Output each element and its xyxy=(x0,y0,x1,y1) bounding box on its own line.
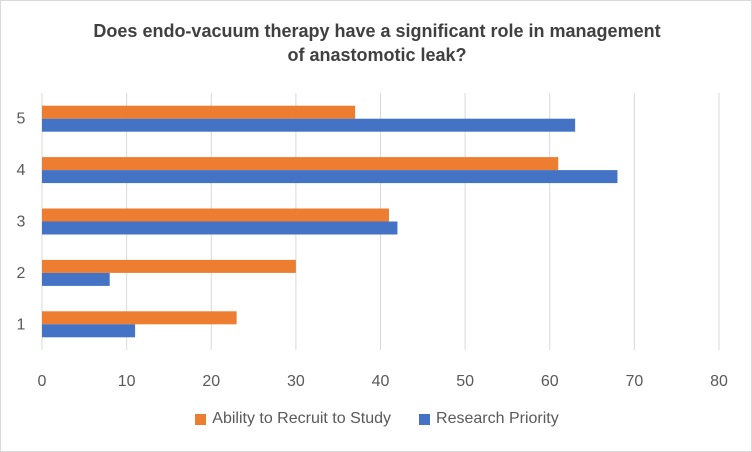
x-tick-label-50: 50 xyxy=(456,373,474,390)
legend: Ability to Recruit to Study Research Pri… xyxy=(1,410,752,428)
y-tick-label-5: 5 xyxy=(17,111,26,128)
chart-title-line-1: Does endo-vacuum therapy have a signific… xyxy=(93,21,661,41)
legend-item-priority: Research Priority xyxy=(419,410,559,428)
x-tick-label-20: 20 xyxy=(202,373,220,390)
x-tick-label-60: 60 xyxy=(541,373,559,390)
bar-priority-4 xyxy=(42,170,618,184)
x-tick-label-30: 30 xyxy=(287,373,305,390)
y-tick-label-1: 1 xyxy=(17,316,26,333)
bar-recruit-1 xyxy=(42,311,237,325)
bar-priority-2 xyxy=(42,272,110,286)
bar-recruit-2 xyxy=(42,259,296,273)
y-tick-label-3: 3 xyxy=(17,214,26,231)
bar-recruit-3 xyxy=(42,208,389,222)
x-tick-label-10: 10 xyxy=(118,373,136,390)
bar-priority-5 xyxy=(42,118,576,132)
x-tick-label-80: 80 xyxy=(710,373,728,390)
bar-recruit-4 xyxy=(42,157,559,171)
legend-label-recruit: Ability to Recruit to Study xyxy=(212,410,392,427)
x-tick-label-70: 70 xyxy=(625,373,643,390)
y-tick-label-4: 4 xyxy=(17,162,26,179)
legend-item-recruit: Ability to Recruit to Study xyxy=(195,410,391,428)
bar-recruit-5 xyxy=(42,105,356,119)
legend-swatch-recruit xyxy=(195,413,207,425)
x-tick-label-40: 40 xyxy=(372,373,390,390)
legend-swatch-priority xyxy=(419,413,431,425)
legend-label-priority: Research Priority xyxy=(436,410,559,427)
y-tick-label-2: 2 xyxy=(17,265,26,282)
bar-priority-1 xyxy=(42,324,136,338)
bar-priority-3 xyxy=(42,221,398,235)
x-tick-label-0: 0 xyxy=(38,373,47,390)
chart-title-line-2: of anastomotic leak? xyxy=(287,45,467,65)
chart-title: Does endo-vacuum therapy have a signific… xyxy=(1,19,752,67)
